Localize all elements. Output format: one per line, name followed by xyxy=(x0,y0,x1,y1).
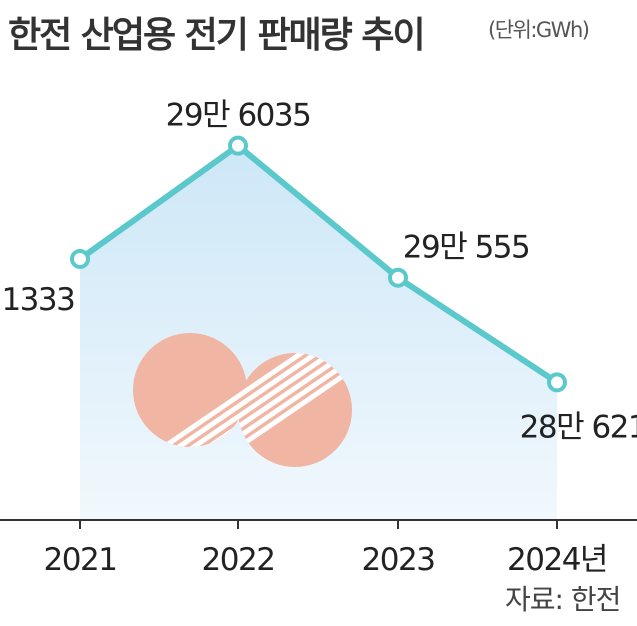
data-label-0: 29만 1333 xyxy=(0,282,74,318)
data-label-1: 29만 6035 xyxy=(166,98,311,134)
data-point-0 xyxy=(70,248,90,269)
x-tick-label-2: 2023 xyxy=(362,542,435,578)
chart-title: 한전 산업용 전기 판매량 추이 xyxy=(8,15,426,56)
data-point-2 xyxy=(388,267,408,288)
data-point-1 xyxy=(228,135,248,156)
data-label-3: 28만 6212 xyxy=(520,409,637,445)
x-tick-label-3: 2024년 xyxy=(507,542,607,578)
x-tick-label-1: 2022 xyxy=(202,542,275,578)
unit-label: (단위:GWh) xyxy=(488,18,590,42)
data-label-2: 29만 555 xyxy=(403,230,530,266)
series-line xyxy=(78,142,559,385)
x-tick-label-0: 2021 xyxy=(44,542,117,578)
source-note: 자료: 한전 xyxy=(505,583,621,616)
data-point-3 xyxy=(547,372,567,393)
